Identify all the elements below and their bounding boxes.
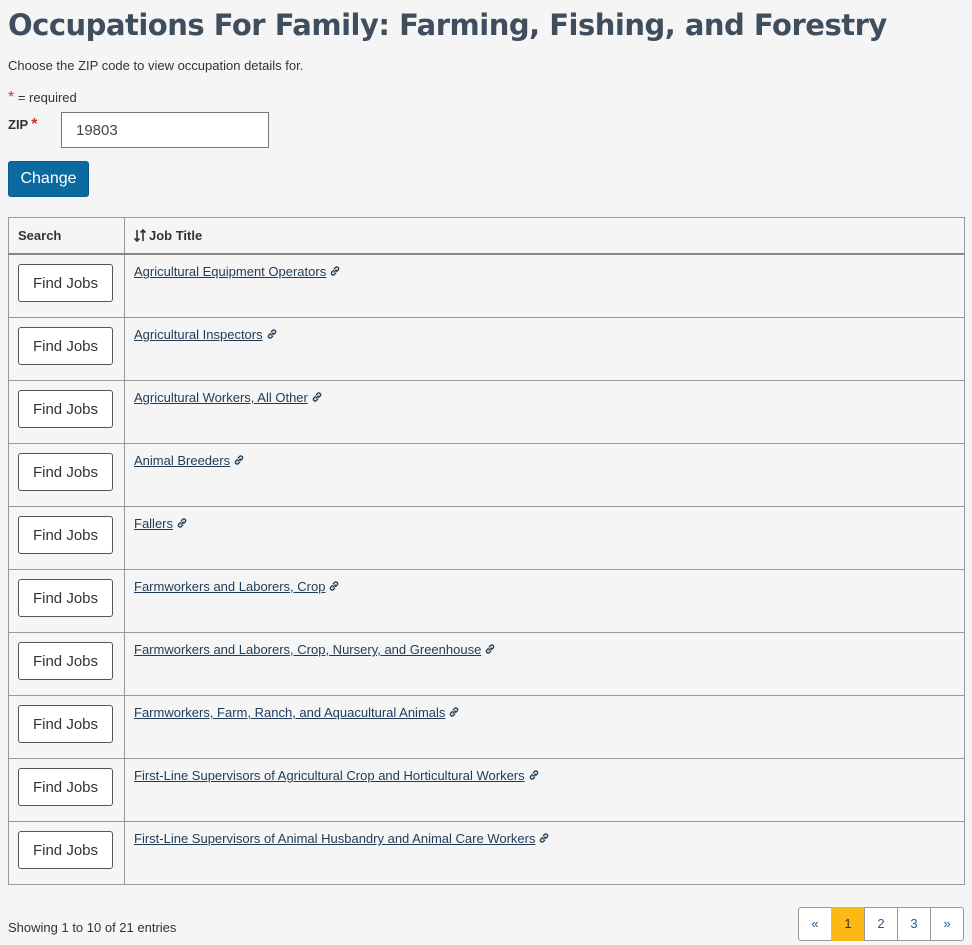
page-button-2[interactable]: 2	[864, 907, 898, 941]
find-jobs-button[interactable]: Find Jobs	[18, 705, 113, 743]
required-note: * = required	[8, 90, 964, 106]
find-jobs-button[interactable]: Find Jobs	[18, 642, 113, 680]
prev-page-button[interactable]: «	[798, 907, 832, 941]
job-title-cell: Farmworkers, Farm, Ranch, and Aquacultur…	[124, 695, 965, 759]
occupations-table: Search Job Title Find Jobs Agricultural E…	[8, 217, 965, 885]
job-title-cell: Farmworkers and Laborers, Crop	[124, 569, 965, 633]
job-title-link[interactable]: Fallers	[134, 516, 188, 531]
table-row: Find Jobs Farmworkers, Farm, Ranch, and A…	[8, 695, 965, 759]
zip-row: ZIP *	[8, 112, 964, 150]
search-cell: Find Jobs	[8, 695, 125, 759]
change-button[interactable]: Change	[8, 161, 89, 197]
sort-icon	[134, 229, 146, 242]
next-page-button[interactable]: »	[930, 907, 964, 941]
job-title-link[interactable]: Agricultural Inspectors	[134, 327, 278, 342]
header-job-title[interactable]: Job Title	[124, 217, 965, 255]
link-icon	[177, 518, 187, 528]
job-title-link[interactable]: Agricultural Equipment Operators	[134, 264, 341, 279]
job-title-text: Farmworkers and Laborers, Crop, Nursery,…	[134, 642, 482, 657]
search-cell: Find Jobs	[8, 569, 125, 633]
page-button-3[interactable]: 3	[897, 907, 931, 941]
required-star: *	[8, 89, 15, 106]
find-jobs-button[interactable]: Find Jobs	[18, 579, 113, 617]
link-icon	[540, 833, 549, 843]
search-cell: Find Jobs	[8, 632, 125, 696]
job-title-text: Agricultural Inspectors	[134, 327, 263, 342]
zip-label: ZIP *	[8, 116, 38, 133]
find-jobs-button[interactable]: Find Jobs	[18, 768, 113, 806]
table-row: Find Jobs Agricultural Equipment Operator…	[8, 253, 965, 318]
link-icon	[267, 329, 276, 339]
header-job-title-label: Job Title	[149, 228, 203, 243]
job-title-cell: Agricultural Inspectors	[124, 317, 965, 381]
search-cell: Find Jobs	[8, 506, 125, 570]
table-row: Find Jobs Farmworkers and Laborers, Crop	[8, 569, 965, 633]
table-row: Find Jobs First-Line Supervisors of Anima…	[8, 821, 965, 885]
job-title-text: Agricultural Equipment Operators	[134, 264, 327, 279]
header-search: Search	[8, 217, 125, 255]
job-title-cell: Farmworkers and Laborers, Crop, Nursery,…	[124, 632, 965, 696]
find-jobs-button[interactable]: Find Jobs	[18, 264, 113, 302]
job-title-text: Fallers	[134, 516, 174, 531]
search-cell: Find Jobs	[8, 758, 125, 822]
link-icon	[330, 266, 340, 276]
link-icon	[529, 770, 538, 780]
job-title-link[interactable]: Animal Breeders	[134, 453, 245, 468]
search-cell: Find Jobs	[8, 380, 125, 444]
find-jobs-button[interactable]: Find Jobs	[18, 831, 113, 869]
entries-info: Showing 1 to 10 of 21 entries	[8, 920, 177, 935]
find-jobs-button[interactable]: Find Jobs	[18, 516, 113, 554]
table-row: Find Jobs Agricultural Workers, All Other	[8, 380, 965, 444]
link-icon	[330, 581, 339, 591]
link-icon	[312, 392, 322, 402]
job-title-text: Farmworkers and Laborers, Crop	[134, 579, 326, 594]
link-icon	[486, 644, 495, 654]
job-title-cell: Agricultural Equipment Operators	[124, 253, 965, 318]
find-jobs-button[interactable]: Find Jobs	[18, 390, 113, 428]
job-title-link[interactable]: Farmworkers, Farm, Ranch, and Aquacultur…	[134, 705, 460, 720]
search-cell: Find Jobs	[8, 253, 125, 318]
table-body: Find Jobs Agricultural Equipment Operator…	[8, 253, 965, 885]
job-title-text: Agricultural Workers, All Other	[134, 390, 308, 405]
job-title-link[interactable]: First-Line Supervisors of Agricultural C…	[134, 768, 540, 783]
pagination: «1 2 3»	[798, 907, 964, 941]
job-title-cell: Agricultural Workers, All Other	[124, 380, 965, 444]
job-title-cell: Fallers	[124, 506, 965, 570]
required-text: = required	[14, 90, 77, 105]
find-jobs-button[interactable]: Find Jobs	[18, 327, 113, 365]
job-title-text: Farmworkers, Farm, Ranch, and Aquacultur…	[134, 705, 446, 720]
zip-required-star: *	[31, 116, 38, 133]
job-title-link[interactable]: First-Line Supervisors of Animal Husband…	[134, 831, 550, 846]
table-header-row: Search Job Title	[8, 217, 965, 255]
job-title-text: First-Line Supervisors of Animal Husband…	[134, 831, 536, 846]
table-footer: Showing 1 to 10 of 21 entries «1 2 3»	[8, 905, 964, 945]
table-row: Find Jobs First-Line Supervisors of Agric…	[8, 758, 965, 822]
job-title-cell: First-Line Supervisors of Animal Husband…	[124, 821, 965, 885]
link-icon	[234, 455, 244, 465]
table-row: Find Jobs Farmworkers and Laborers, Crop,…	[8, 632, 965, 696]
page-button-1[interactable]: 1	[831, 907, 865, 941]
job-title-text: First-Line Supervisors of Agricultural C…	[134, 768, 525, 783]
job-title-link[interactable]: Agricultural Workers, All Other	[134, 390, 323, 405]
job-title-link[interactable]: Farmworkers and Laborers, Crop	[134, 579, 340, 594]
table-row: Find Jobs Fallers	[8, 506, 965, 570]
table-row: Find Jobs Animal Breeders	[8, 443, 965, 507]
table-row: Find Jobs Agricultural Inspectors	[8, 317, 965, 381]
link-icon	[450, 707, 459, 717]
find-jobs-button[interactable]: Find Jobs	[18, 453, 113, 491]
zip-input[interactable]	[61, 112, 269, 148]
job-title-text: Animal Breeders	[134, 453, 231, 468]
intro-text: Choose the ZIP code to view occupation d…	[8, 58, 304, 73]
job-title-link[interactable]: Farmworkers and Laborers, Crop, Nursery,…	[134, 642, 496, 657]
search-cell: Find Jobs	[8, 443, 125, 507]
job-title-cell: Animal Breeders	[124, 443, 965, 507]
job-title-cell: First-Line Supervisors of Agricultural C…	[124, 758, 965, 822]
search-cell: Find Jobs	[8, 317, 125, 381]
search-cell: Find Jobs	[8, 821, 125, 885]
page-title: Occupations For Family: Farming, Fishing…	[8, 8, 887, 42]
